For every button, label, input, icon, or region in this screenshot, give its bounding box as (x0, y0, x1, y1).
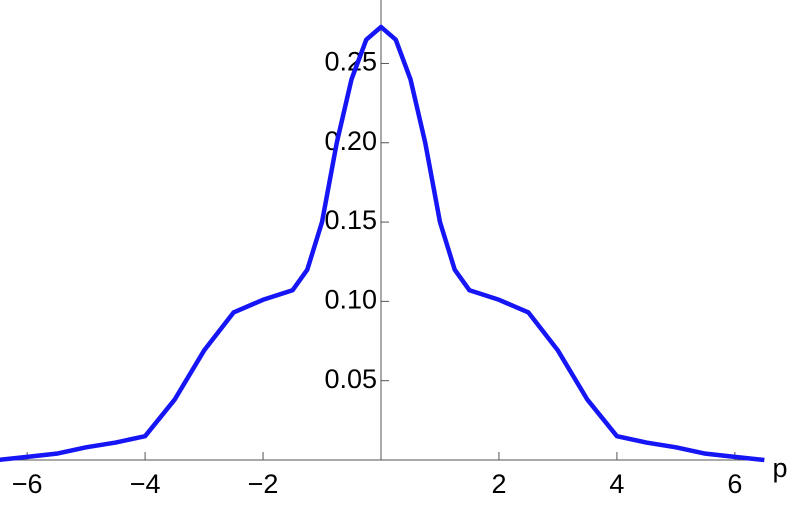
y-tick-label: 0.15 (324, 205, 377, 235)
y-tick-label: 0.05 (324, 364, 377, 394)
line (0, 24, 765, 463)
x-tick-label: −4 (130, 469, 161, 499)
y-tick-label: 0.25 (324, 47, 377, 77)
y-tick-label: 0.10 (324, 285, 377, 315)
x-tick-label: 2 (491, 469, 506, 499)
x-tick-label: 6 (727, 469, 742, 499)
x-tick-label: −6 (12, 469, 43, 499)
x-tick-label: −2 (248, 469, 279, 499)
x-tick-label: 4 (609, 469, 624, 499)
y-tick-label: 0.20 (324, 126, 377, 156)
x-axis-label: p (772, 453, 787, 483)
